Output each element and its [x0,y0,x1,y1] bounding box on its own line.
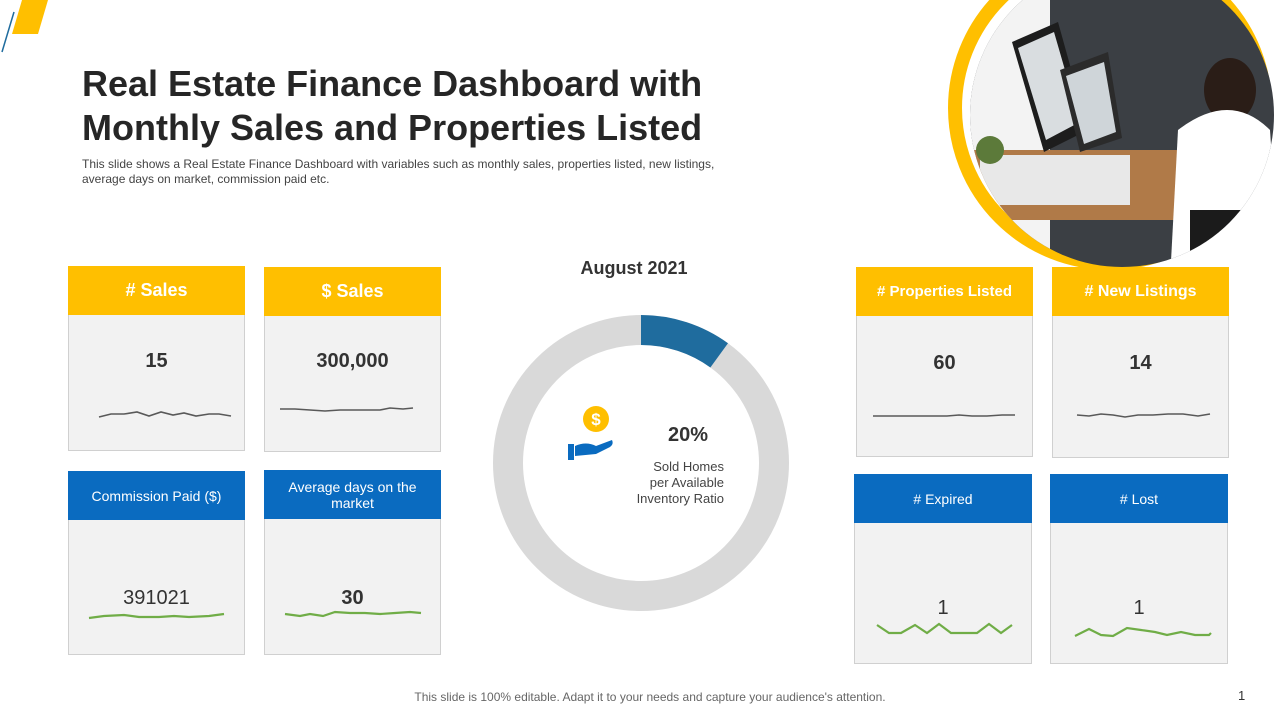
corner-decoration [1,0,48,53]
properties-listed-value: 60 [933,352,956,374]
commission-value: 391021 [123,587,190,609]
donut-percent-value: 20% [667,424,709,446]
donut-caption: Sold Homes per Available Inventory Ratio [592,459,724,507]
donut-caption-line-2: per Available [649,475,724,490]
expired-sparkline [876,622,1013,635]
svg-text:$: $ [591,410,601,429]
expired-value: 1 [937,597,949,619]
sales-count-value: 15 [145,350,168,372]
properties-listed-card: # Properties Listed 60 [856,267,1033,457]
title-line-2: Monthly Sales and Properties Listed [82,107,703,148]
new-listings-label: # New Listings [1052,267,1229,316]
new-listings-value: 14 [1129,352,1152,374]
page-subtitle: This slide shows a Real Estate Finance D… [82,157,715,186]
average-days-value: 30 [341,587,364,609]
page-title: Real Estate Finance Dashboard with Month… [82,62,782,150]
title-line-1: Real Estate Finance Dashboard with [82,63,703,104]
lost-value: 1 [1133,597,1145,619]
footer-note: This slide is 100% editable. Adapt it to… [414,690,886,704]
properties-listed-label: # Properties Listed [856,267,1033,316]
donut-month-title: August 2021 [580,258,688,278]
donut-filled-segment [640,315,728,368]
dollar-sales-card: $ Sales 300,000 [264,267,441,452]
donut-caption-line-3: Inventory Ratio [636,491,724,506]
page-number: 1 [1238,688,1246,703]
donut-caption-line-1: Sold Homes [653,459,724,474]
average-days-sparkline [284,610,422,618]
properties-listed-sparkline [873,414,1015,417]
new-listings-card: # New Listings 14 [1052,267,1229,458]
woman-reviewing-charts-photo [970,0,1274,267]
average-days-label: Average days on the market [264,470,441,519]
commission-card: Commission Paid ($) 391021 [68,471,245,655]
new-listings-sparkline [1076,413,1211,418]
expired-label: # Expired [854,474,1032,523]
dollar-sales-value: 300,000 [316,350,389,372]
lost-label: # Lost [1050,474,1228,523]
photo-circle [948,0,1274,270]
dollar-sales-label: $ Sales [264,267,441,316]
lost-sparkline [1074,626,1212,638]
average-days-card: Average days on the market 30 [264,470,441,655]
money-hand-icon: $ [568,406,613,460]
commission-sparkline [88,612,225,620]
sales-count-label: # Sales [68,266,245,315]
sales-count-sparkline [98,411,232,418]
sales-count-card: # Sales 15 [68,266,245,451]
dollar-sales-sparkline [280,407,414,412]
lost-card: # Lost 1 [1050,474,1228,664]
commission-label: Commission Paid ($) [68,471,245,520]
sold-homes-donut-chart [493,315,789,611]
expired-card: # Expired 1 [854,474,1032,664]
